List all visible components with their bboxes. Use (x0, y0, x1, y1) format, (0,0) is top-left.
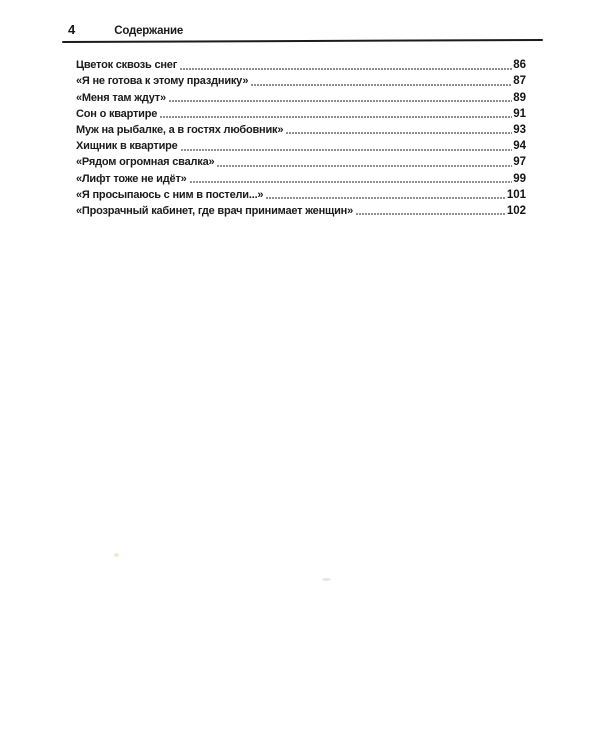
toc-entry-page-number: 87 (513, 75, 526, 88)
toc-entry: «Я просыпаюсь с ним в постели...» 101 (76, 186, 526, 202)
dot-leader (189, 181, 513, 183)
toc-entry: «Лифт тоже не идёт» 99 (76, 169, 526, 185)
toc-list: Цветок сквозь снег 86 «Я не готова к это… (76, 56, 526, 218)
toc-entry: Муж на рыбалке, а в гостях любовник» 93 (76, 121, 526, 137)
dot-leader (286, 132, 513, 135)
toc-entry: Хищник в квартире 94 (76, 137, 526, 153)
page-number: 4 (68, 22, 76, 37)
toc-entry-title: «Меня там ждут» (76, 91, 166, 104)
dot-leader (180, 67, 513, 70)
dot-leader (180, 148, 513, 151)
toc-entry-page-number: 99 (513, 172, 526, 185)
dot-leader (168, 100, 513, 103)
dot-leader (251, 83, 513, 86)
scan-artifact (114, 553, 119, 557)
toc-entry-title: «Рядом огромная свалка» (76, 156, 215, 169)
toc-entry: «Я не готова к этому празднику» 87 (76, 72, 526, 88)
toc-entry-page-number: 101 (506, 188, 526, 201)
toc-entry-page-number: 86 (513, 59, 526, 72)
scan-artifact (322, 578, 331, 581)
dot-leader (356, 213, 506, 216)
toc-entry-title: «Лифт тоже не идёт» (76, 172, 187, 185)
toc-entry-page-number: 94 (513, 140, 526, 153)
toc-entry: Сон о квартире 91 (76, 105, 526, 121)
toc-entry-title: Цветок сквозь снег (76, 59, 178, 72)
toc-entry-title: «Я не готова к этому празднику» (76, 75, 249, 88)
toc-entry-title: «Прозрачный кабинет, где врач принимает … (76, 204, 354, 217)
dot-leader (217, 164, 513, 167)
toc-entry: «Рядом огромная свалка» 97 (76, 153, 526, 169)
toc-entry-page-number: 93 (513, 123, 526, 136)
toc-entry: «Меня там ждут» 89 (76, 88, 526, 104)
toc-entry-title: Муж на рыбалке, а в гостях любовник» (76, 123, 284, 136)
toc-entry-title: Хищник в квартире (76, 140, 178, 153)
toc-entry-page-number: 91 (513, 107, 526, 120)
running-head: 4 Содержание (68, 22, 543, 38)
toc-entry: «Прозрачный кабинет, где врач принимает … (76, 202, 526, 218)
toc-entry-title: Сон о квартире (76, 107, 158, 120)
toc-entry: Цветок сквозь снег 86 (76, 56, 526, 72)
running-head-title: Содержание (114, 25, 184, 37)
dot-leader (266, 197, 506, 200)
toc-entry-page-number: 102 (506, 204, 526, 217)
toc-entry-page-number: 97 (513, 156, 526, 169)
dot-leader (160, 116, 513, 119)
toc-entry-page-number: 89 (513, 91, 526, 104)
toc-entry-title: «Я просыпаюсь с ним в постели...» (76, 188, 264, 201)
header-rule (61, 38, 544, 44)
